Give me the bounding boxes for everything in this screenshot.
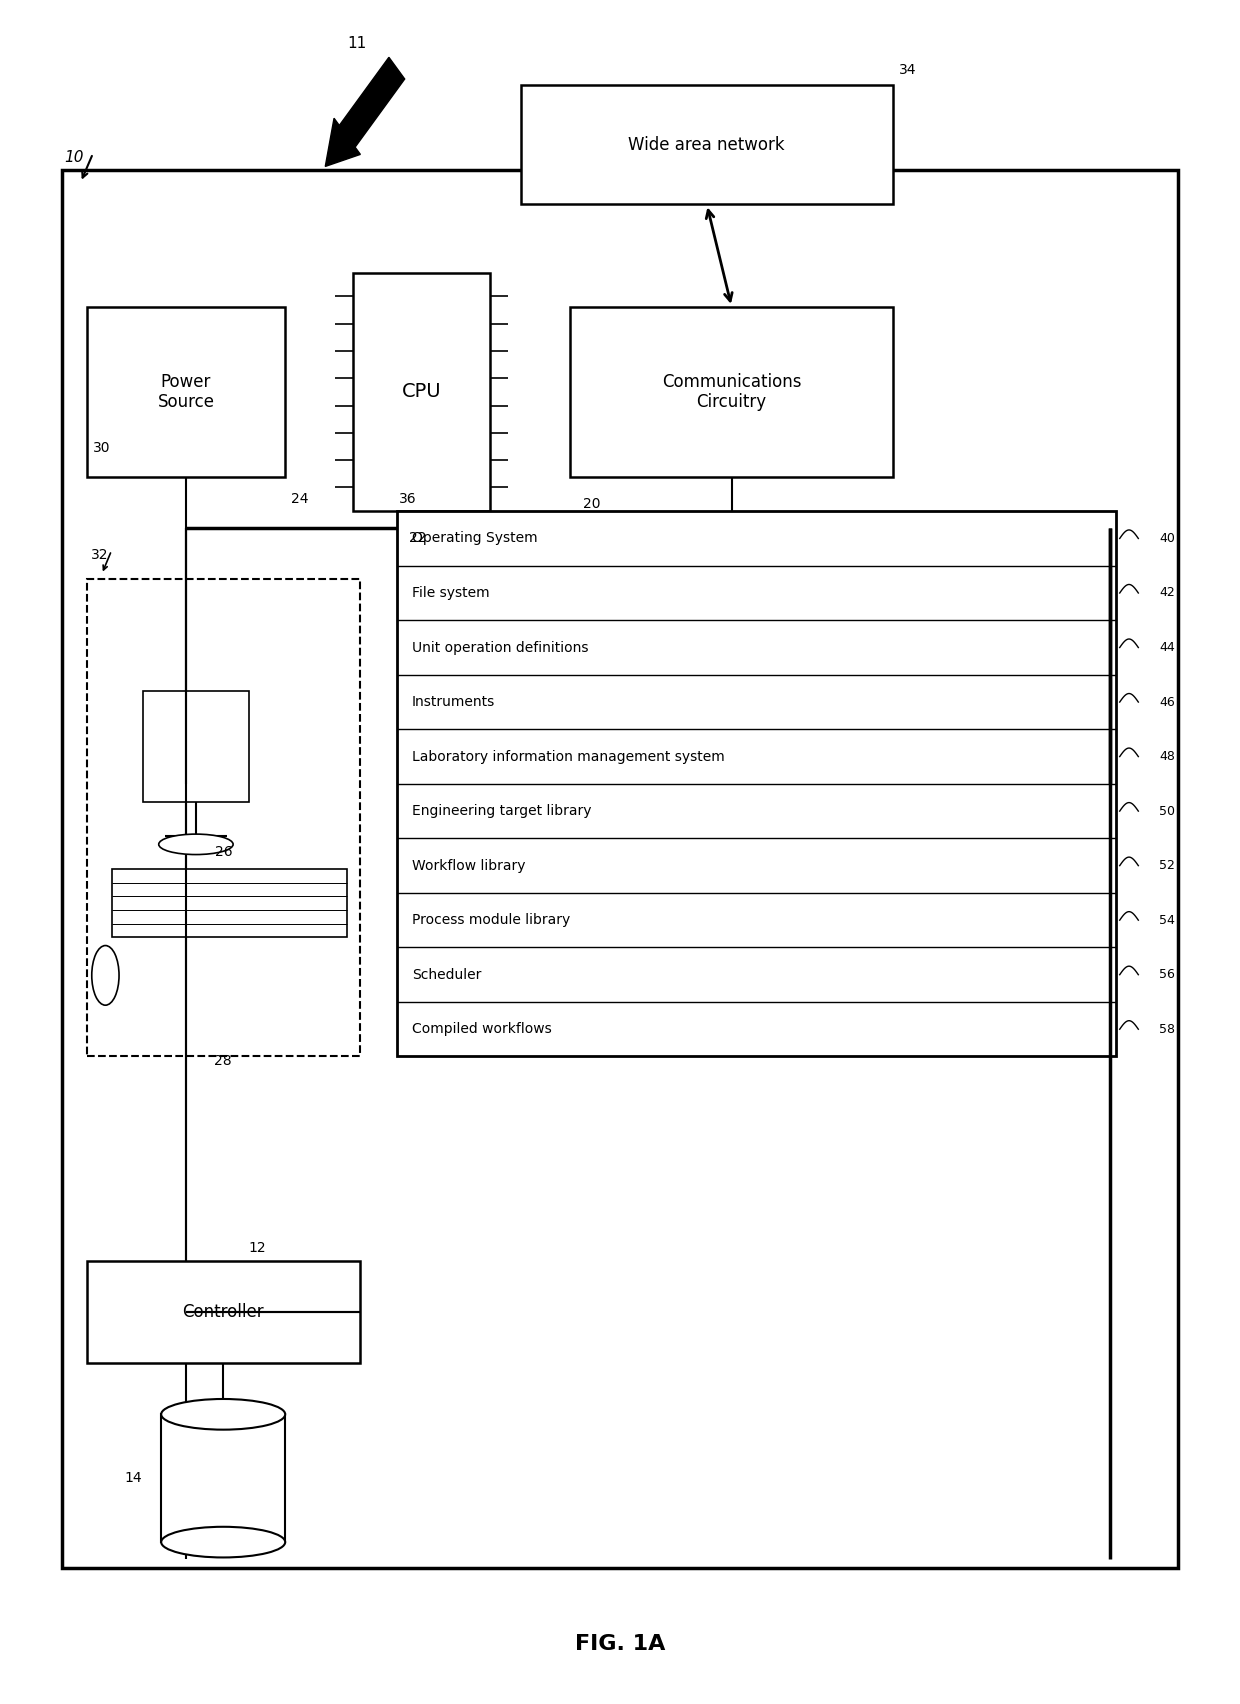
Text: Wide area network: Wide area network <box>629 136 785 153</box>
FancyBboxPatch shape <box>397 511 1116 1056</box>
FancyBboxPatch shape <box>144 692 248 801</box>
Text: 48: 48 <box>1159 750 1176 763</box>
Text: 34: 34 <box>899 63 916 77</box>
Text: 52: 52 <box>1159 859 1176 872</box>
Text: 44: 44 <box>1159 641 1176 654</box>
Text: 58: 58 <box>1159 1022 1176 1036</box>
Text: 12: 12 <box>248 1242 265 1256</box>
Text: Operating System: Operating System <box>412 532 537 545</box>
Text: Workflow library: Workflow library <box>412 859 526 872</box>
Text: Unit operation definitions: Unit operation definitions <box>412 641 588 654</box>
Text: Compiled workflows: Compiled workflows <box>412 1022 552 1036</box>
Text: 26: 26 <box>215 845 232 859</box>
Text: Process module library: Process module library <box>412 913 570 927</box>
Text: Scheduler: Scheduler <box>412 968 481 982</box>
Text: 11: 11 <box>347 36 367 51</box>
Ellipse shape <box>161 1399 285 1430</box>
Text: Communications
Circuitry: Communications Circuitry <box>662 373 801 411</box>
Text: 20: 20 <box>583 498 600 511</box>
Text: File system: File system <box>412 586 490 600</box>
Text: 56: 56 <box>1159 968 1176 982</box>
FancyBboxPatch shape <box>353 273 490 511</box>
Text: 42: 42 <box>1159 586 1176 600</box>
Text: 24: 24 <box>291 492 309 506</box>
FancyBboxPatch shape <box>161 1414 285 1542</box>
Text: 54: 54 <box>1159 913 1176 927</box>
FancyBboxPatch shape <box>521 85 893 204</box>
Text: 32: 32 <box>91 549 108 562</box>
Text: 40: 40 <box>1159 532 1176 545</box>
Text: 46: 46 <box>1159 695 1176 709</box>
Text: Controller: Controller <box>182 1304 264 1321</box>
FancyBboxPatch shape <box>112 869 347 937</box>
Text: Instruments: Instruments <box>412 695 495 709</box>
Text: 50: 50 <box>1159 804 1176 818</box>
Ellipse shape <box>161 1527 285 1557</box>
Text: 14: 14 <box>124 1471 141 1486</box>
FancyBboxPatch shape <box>87 307 285 477</box>
Text: 22: 22 <box>409 532 427 545</box>
FancyArrow shape <box>325 58 404 167</box>
Text: FIG. 1A: FIG. 1A <box>575 1634 665 1655</box>
FancyBboxPatch shape <box>62 170 1178 1568</box>
Ellipse shape <box>92 946 119 1005</box>
Text: Engineering target library: Engineering target library <box>412 804 591 818</box>
Text: 10: 10 <box>64 150 84 165</box>
FancyBboxPatch shape <box>570 307 893 477</box>
Text: 30: 30 <box>93 441 110 455</box>
Text: Laboratory information management system: Laboratory information management system <box>412 750 724 763</box>
Ellipse shape <box>159 833 233 854</box>
FancyBboxPatch shape <box>87 1261 360 1363</box>
Text: 28: 28 <box>215 1055 232 1068</box>
Text: 36: 36 <box>399 492 417 506</box>
Text: CPU: CPU <box>402 382 441 402</box>
Text: Power
Source: Power Source <box>157 373 215 411</box>
